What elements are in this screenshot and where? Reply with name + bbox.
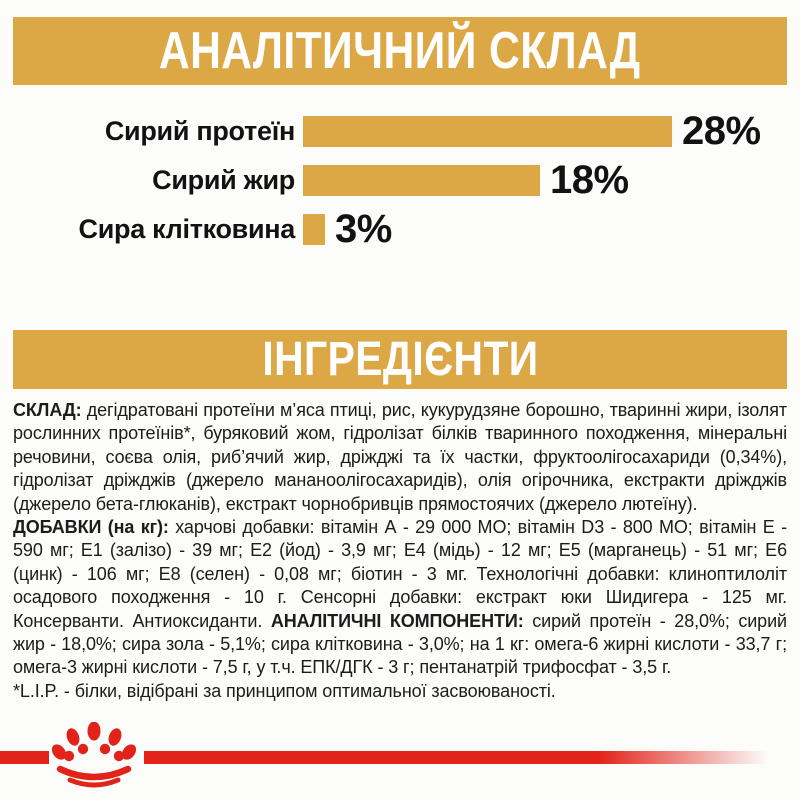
lip-footnote: *L.I.P. - білки, відібрані за принципом …: [13, 680, 556, 701]
royal-canin-crown-logo: [51, 722, 137, 788]
analytical-components-body: сирий протеїн - 28,0%; сирий жир - 18,0%…: [13, 610, 787, 678]
additives-body: харчові добавки: вітамін А - 29 000 МО; …: [13, 517, 787, 631]
ingredients-text-block: СКЛАД: дегідратовані протеїни м’яса птиц…: [13, 399, 787, 703]
section-header-analytical: АНАЛІТИЧНИЙ СКЛАД: [13, 17, 787, 85]
additives-lead: ДОБАВКИ (на кг):: [13, 517, 169, 538]
chart-row: Сирий жир 18%: [13, 158, 787, 202]
chart-value-label: 3%: [335, 207, 392, 251]
chart-row: Сирий протеїн 28%: [13, 109, 787, 153]
red-band-right: [144, 751, 794, 764]
chart-value-label: 18%: [550, 158, 629, 202]
chart-row: Сира клітковина 3%: [13, 207, 787, 251]
section-header-ingredients: ІНГРЕДІЄНТИ: [13, 330, 787, 389]
composition-lead: СКЛАД:: [13, 400, 82, 420]
composition-body: дегідратовані протеїни м’яса птиці, рис,…: [13, 400, 787, 514]
analytical-components-lead: АНАЛІТИЧНІ КОМПОНЕНТИ:: [270, 610, 524, 631]
analytical-composition-chart: Сирий протеїн 28% Сирий жир 18% Сира клітков…: [13, 109, 787, 262]
composition-paragraph: СКЛАД: дегідратовані протеїни м’яса птиц…: [13, 399, 787, 516]
red-band-left: [0, 751, 49, 764]
chart-bar: [303, 214, 325, 245]
chart-bar: [303, 116, 672, 147]
chart-value-label: 28%: [682, 109, 761, 153]
chart-category-label: Сирий жир: [152, 165, 295, 195]
chart-category-label: Сирий протеїн: [104, 116, 295, 146]
additives-paragraph: ДОБАВКИ (на кг): харчові добавки: вітамі…: [13, 516, 787, 680]
section-header-ingredients-title: ІНГРЕДІЄНТИ: [261, 333, 539, 386]
section-header-analytical-title: АНАЛІТИЧНИЙ СКЛАД: [159, 22, 641, 80]
chart-category-label: Сира клітковина: [78, 214, 296, 244]
chart-bar: [303, 165, 540, 196]
